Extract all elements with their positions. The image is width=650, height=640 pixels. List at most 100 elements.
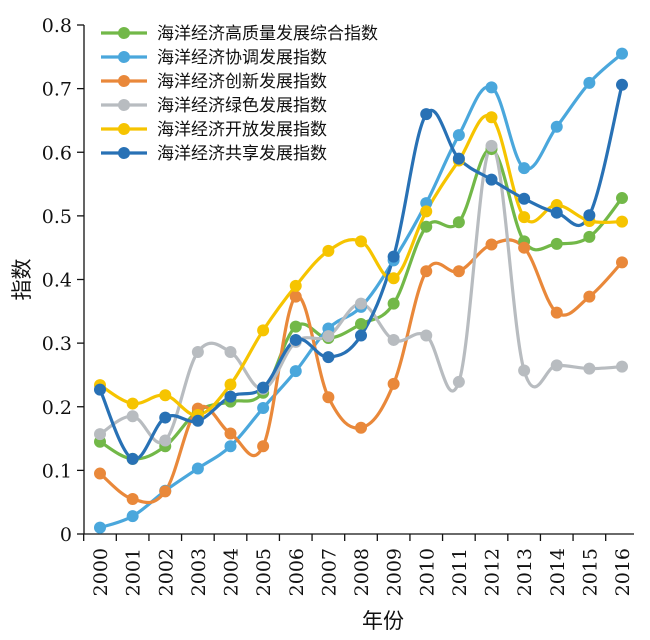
x-tick-label: 2005 [253, 548, 275, 596]
data-point-series-3 [420, 265, 433, 278]
legend-swatch-marker [118, 123, 130, 135]
data-point-series-6 [159, 411, 172, 424]
y-tick-label: 0.5 [42, 206, 72, 228]
y-tick-label: 0.8 [42, 15, 72, 37]
data-point-series-3 [387, 377, 400, 390]
data-point-series-2 [616, 47, 628, 60]
data-point-series-2 [224, 440, 237, 453]
x-tick-label: 2007 [318, 548, 340, 596]
data-point-series-1 [452, 216, 465, 229]
legend-swatch-marker [118, 75, 130, 87]
data-point-series-4 [126, 410, 139, 423]
legend-swatch-marker [118, 99, 130, 111]
y-tick-label: 0.3 [42, 333, 72, 355]
data-point-series-3 [355, 421, 367, 434]
series-line-3 [98, 238, 624, 505]
x-tick-label: 2009 [384, 548, 406, 596]
data-point-series-4 [550, 359, 563, 372]
data-point-series-6 [452, 152, 465, 165]
x-axis-title: 年份 [362, 609, 404, 633]
data-point-series-5 [289, 279, 302, 292]
data-point-series-5 [387, 272, 400, 285]
data-point-series-6 [191, 414, 204, 427]
data-point-series-2 [518, 162, 531, 175]
data-point-series-4 [355, 297, 367, 310]
data-point-series-5 [322, 244, 335, 257]
y-tick-label: 0.1 [42, 460, 72, 482]
data-point-series-6 [420, 108, 433, 121]
data-point-series-2 [257, 402, 270, 415]
data-point-series-6 [94, 383, 106, 396]
data-point-series-2 [94, 521, 106, 534]
data-point-series-3 [583, 290, 596, 303]
data-point-series-3 [452, 265, 465, 278]
y-tick-label: 0 [60, 524, 72, 546]
data-point-series-3 [289, 290, 302, 303]
data-point-series-6 [257, 381, 270, 394]
y-tick-label: 0.6 [42, 142, 72, 164]
x-tick-label: 2008 [351, 548, 373, 596]
legend-label: 海洋经济高质量发展综合指数 [157, 24, 378, 44]
data-point-series-4 [191, 346, 204, 359]
data-point-series-1 [420, 220, 433, 233]
data-point-series-5 [420, 205, 433, 218]
data-point-series-6 [224, 390, 237, 403]
series-line-6 [98, 83, 624, 461]
legend-swatch-marker [118, 27, 130, 39]
x-tick-label: 2006 [286, 548, 308, 596]
data-point-series-3 [126, 493, 139, 506]
data-point-series-2 [420, 197, 433, 210]
y-tick-label: 0.2 [42, 397, 72, 419]
data-point-series-6 [387, 250, 400, 263]
data-point-series-3 [94, 467, 106, 480]
data-point-series-2 [550, 120, 563, 133]
data-point-series-2 [191, 462, 204, 475]
data-point-series-4 [616, 360, 628, 373]
data-point-series-4 [322, 330, 335, 343]
data-point-series-4 [159, 434, 172, 447]
legend-swatch-marker [118, 147, 130, 159]
series-points [94, 47, 628, 534]
legend-label: 海洋经济创新发展指数 [157, 72, 327, 92]
data-point-series-5 [355, 235, 367, 248]
x-tick-label: 2010 [416, 548, 438, 596]
data-point-series-6 [289, 333, 302, 346]
x-tick-label: 2000 [90, 548, 112, 596]
data-point-series-6 [583, 209, 596, 222]
x-ticks: 2000 2001 2002 2003 2004 2005 2006 2007 2008 2009… [83, 534, 634, 596]
data-point-series-6 [616, 78, 628, 91]
legend-label: 海洋经济开放发展指数 [157, 120, 327, 140]
data-point-series-4 [387, 333, 400, 346]
data-point-series-3 [550, 306, 563, 319]
data-point-series-5 [159, 389, 172, 402]
data-point-series-2 [452, 129, 465, 142]
data-point-series-5 [126, 397, 139, 410]
data-point-series-6 [518, 192, 531, 205]
data-point-series-1 [550, 237, 563, 250]
data-point-series-6 [550, 206, 563, 219]
data-point-series-5 [224, 378, 237, 391]
data-point-series-5 [257, 324, 270, 337]
legend-label: 海洋经济协调发展指数 [157, 48, 327, 68]
data-point-series-5 [518, 211, 531, 224]
data-point-series-2 [289, 365, 302, 378]
x-tick-label: 2012 [482, 548, 504, 596]
y-ticks: 0 0.1 0.2 0.3 0.4 0.5 0.6 0.7 0.8 [42, 15, 84, 546]
x-tick-label: 2013 [514, 548, 536, 596]
data-point-series-5 [616, 215, 628, 228]
data-point-series-6 [355, 329, 367, 342]
data-point-series-3 [518, 241, 531, 254]
data-point-series-4 [518, 364, 531, 377]
data-point-series-4 [94, 428, 106, 441]
legend-label: 海洋经济共享发展指数 [157, 144, 327, 164]
x-tick-label: 2004 [221, 548, 243, 596]
data-point-series-6 [322, 351, 335, 364]
legend-swatch-marker [118, 51, 130, 63]
series-line-2 [98, 52, 624, 530]
data-point-series-3 [257, 440, 270, 453]
data-point-series-2 [583, 76, 596, 89]
data-point-series-2 [126, 510, 139, 523]
data-point-series-4 [224, 346, 237, 359]
data-point-series-5 [485, 111, 498, 124]
